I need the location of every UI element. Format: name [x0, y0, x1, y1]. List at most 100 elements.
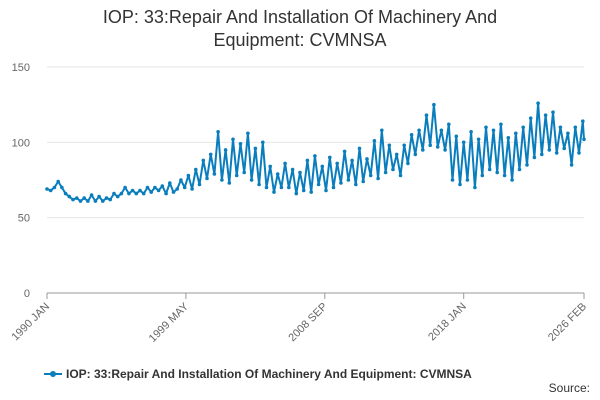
data-point	[398, 173, 403, 178]
data-point	[421, 148, 425, 152]
data-point	[141, 191, 146, 196]
data-point	[499, 122, 503, 127]
data-point	[234, 173, 239, 178]
data-point	[134, 191, 139, 196]
data-point	[130, 188, 135, 193]
y-tick-label: 100	[12, 137, 30, 149]
data-point	[287, 185, 291, 190]
data-point	[268, 164, 273, 169]
data-point	[45, 187, 49, 191]
data-point	[153, 185, 157, 190]
data-point	[458, 182, 462, 187]
data-point	[447, 122, 451, 127]
y-tick-label: 0	[24, 288, 30, 300]
data-point	[528, 116, 533, 120]
data-point	[216, 130, 220, 134]
data-point	[551, 110, 555, 114]
data-point	[145, 185, 150, 190]
data-point	[461, 140, 466, 145]
data-point	[346, 178, 351, 182]
data-point	[101, 199, 105, 203]
chart-title-line-1: IOP: 33:Repair And Installation Of Machi…	[102, 7, 498, 27]
data-point	[264, 185, 269, 190]
data-point	[108, 197, 112, 202]
x-tick-label: 2018 JAN	[426, 301, 469, 344]
data-point	[324, 188, 328, 193]
data-point	[305, 158, 310, 163]
data-point	[376, 176, 380, 181]
data-point	[577, 151, 581, 155]
data-point	[86, 199, 90, 203]
data-point	[465, 178, 470, 182]
data-point	[171, 190, 176, 194]
data-point	[242, 170, 246, 175]
data-point	[156, 188, 161, 193]
data-point	[249, 178, 254, 182]
data-point	[469, 130, 473, 134]
data-point	[380, 128, 384, 133]
data-point	[339, 181, 343, 185]
data-point	[521, 125, 525, 130]
data-point	[554, 151, 559, 155]
data-point	[261, 140, 265, 145]
chart-title: IOP: 33:Repair And Installation Of Machi…	[0, 6, 600, 52]
y-tick-label: 50	[18, 213, 30, 225]
data-point	[566, 131, 570, 136]
data-point	[48, 188, 53, 193]
data-point	[275, 172, 280, 176]
data-point	[454, 134, 459, 139]
data-point	[168, 181, 172, 185]
source-label: Source:	[548, 381, 590, 395]
data-point	[212, 172, 217, 176]
y-tick-label: 150	[12, 62, 30, 74]
data-point	[547, 148, 552, 152]
data-point	[164, 191, 168, 196]
data-point	[294, 191, 299, 196]
data-point	[417, 128, 421, 133]
data-point	[506, 136, 511, 140]
data-point	[279, 185, 284, 190]
data-point	[357, 146, 362, 151]
data-point	[160, 184, 165, 188]
data-point	[298, 170, 302, 175]
data-point	[394, 152, 399, 157]
data-point	[424, 113, 429, 117]
data-point	[328, 155, 332, 160]
x-tick-label: 1990 JAN	[9, 301, 52, 344]
data-point	[201, 158, 206, 163]
data-point	[231, 137, 235, 142]
x-tick-label: 2026 FEB	[546, 301, 589, 344]
data-point	[75, 196, 79, 200]
data-point	[175, 187, 179, 191]
data-point	[67, 194, 72, 199]
gridlines	[47, 66, 584, 294]
data-point	[387, 143, 392, 148]
data-point	[558, 125, 563, 130]
legend[interactable]: IOP: 33:Repair And Installation Of Machi…	[44, 367, 472, 381]
data-point	[435, 145, 440, 149]
data-point	[179, 178, 183, 182]
data-point	[104, 196, 109, 200]
data-point	[502, 173, 507, 178]
data-point	[93, 199, 98, 203]
x-tick-label: 2008 SEP	[286, 301, 330, 345]
data-point	[525, 163, 529, 167]
data-point	[283, 161, 287, 166]
data-point	[391, 167, 395, 172]
data-point	[573, 125, 578, 130]
data-point	[543, 113, 548, 117]
data-point	[517, 167, 522, 172]
data-point	[301, 188, 306, 193]
series-layer	[45, 101, 586, 203]
data-point	[208, 152, 213, 157]
data-point	[63, 191, 68, 196]
data-point	[78, 199, 83, 203]
data-point	[82, 196, 86, 200]
data-point	[138, 188, 142, 193]
data-point	[536, 101, 540, 105]
data-point	[97, 194, 101, 199]
data-point	[220, 178, 224, 182]
data-point	[443, 148, 447, 152]
data-point	[450, 178, 455, 182]
